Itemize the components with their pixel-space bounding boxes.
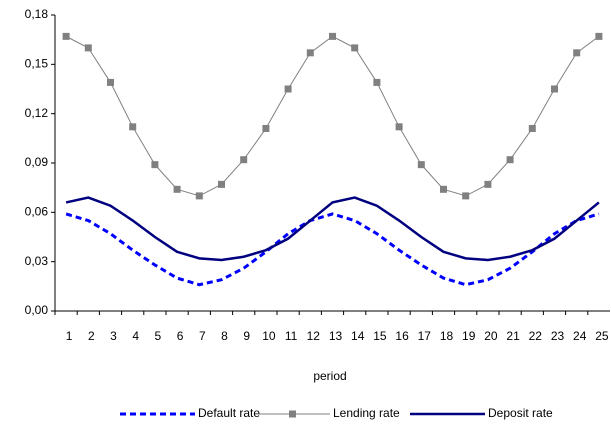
series-marker <box>173 185 181 193</box>
series-line <box>65 196 600 262</box>
y-tick-label: 0,03 <box>25 254 49 268</box>
series-marker <box>395 123 403 131</box>
x-tick-label: 21 <box>506 329 520 343</box>
x-tick-label: 3 <box>110 329 117 343</box>
legend-label: Deposit rate <box>488 406 553 420</box>
series-line <box>65 35 600 197</box>
x-tick-label: 6 <box>177 329 184 343</box>
series-marker <box>351 44 359 52</box>
series-marker <box>373 78 381 86</box>
series-marker <box>551 85 558 93</box>
series-marker <box>484 180 492 188</box>
x-tick-label: 14 <box>351 329 365 343</box>
series-marker <box>218 180 225 188</box>
series-marker <box>306 49 314 57</box>
series-marker <box>151 161 159 169</box>
legend-label: Default rate <box>198 406 260 420</box>
series-marker <box>440 185 447 193</box>
x-tick-label: 1 <box>66 329 73 343</box>
series-marker <box>329 32 336 40</box>
x-tick-label: 23 <box>551 329 565 343</box>
x-tick-label: 11 <box>285 329 298 343</box>
series-marker <box>284 85 292 93</box>
x-tick-label: 22 <box>529 329 543 343</box>
series-marker <box>62 32 70 40</box>
y-tick-label: 0,12 <box>25 106 49 120</box>
x-tick-label: 12 <box>307 329 321 343</box>
x-tick-label: 7 <box>199 329 206 343</box>
legend-marker <box>289 410 296 418</box>
y-tick-label: 0,00 <box>25 303 49 317</box>
series-marker <box>528 124 536 132</box>
series-marker <box>195 192 203 200</box>
x-tick-label: 25 <box>595 329 609 343</box>
x-tick-label: 15 <box>373 329 387 343</box>
y-tick-label: 0,09 <box>25 155 49 169</box>
y-tick-label: 0,15 <box>25 57 49 71</box>
series-marker <box>462 192 470 200</box>
series-line <box>65 212 600 287</box>
series-marker <box>129 123 137 131</box>
legend-label: Lending rate <box>333 406 400 420</box>
series-marker <box>573 49 581 57</box>
x-tick-label: 24 <box>573 329 587 343</box>
x-tick-label: 9 <box>243 329 250 343</box>
y-tick-label: 0,18 <box>25 7 49 21</box>
series-marker <box>84 44 92 52</box>
x-tick-label: 17 <box>418 329 432 343</box>
series-marker <box>595 32 603 40</box>
x-tick-label: 18 <box>440 329 454 343</box>
x-axis-label: period <box>313 369 346 383</box>
series-marker <box>417 161 425 169</box>
x-tick-label: 10 <box>262 329 276 343</box>
x-tick-label: 13 <box>329 329 343 343</box>
series-marker <box>107 78 114 86</box>
x-tick-label: 19 <box>462 329 476 343</box>
x-tick-label: 5 <box>155 329 162 343</box>
x-tick-label: 8 <box>221 329 228 343</box>
series-marker <box>240 156 248 164</box>
series-marker <box>506 156 514 164</box>
x-tick-label: 16 <box>395 329 409 343</box>
series-marker <box>262 124 270 132</box>
x-tick-label: 20 <box>484 329 498 343</box>
x-tick-label: 4 <box>132 329 139 343</box>
x-tick-label: 2 <box>88 329 95 343</box>
y-tick-label: 0,06 <box>25 205 49 219</box>
